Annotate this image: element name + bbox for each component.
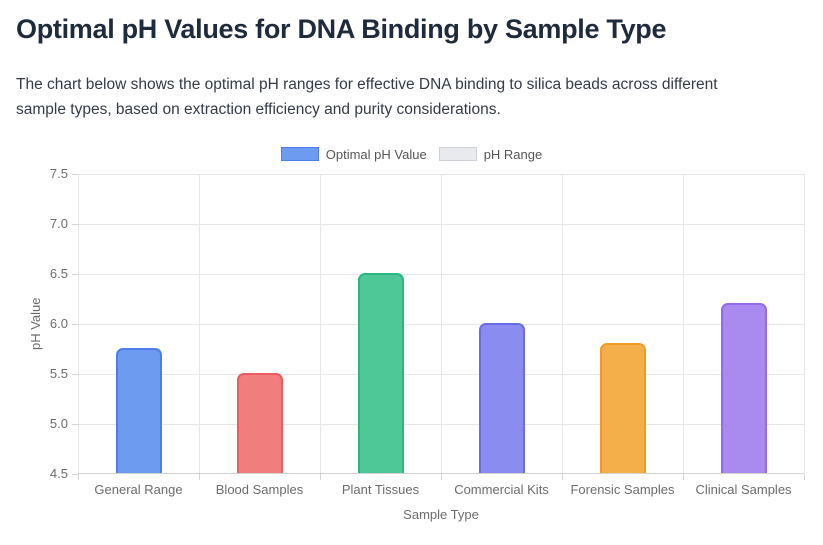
y-tick-label: 4.5 (49, 465, 68, 481)
plot-area (78, 173, 805, 474)
x-axis-title: Sample Type (403, 506, 479, 522)
y-tick-mark (72, 173, 78, 175)
gridline-vertical (199, 173, 200, 473)
gridline-vertical (320, 173, 321, 473)
chart-legend: Optimal pH Value pH Range (16, 147, 807, 162)
y-tick-label: 7.0 (49, 215, 68, 231)
gridline-vertical (804, 173, 805, 473)
y-tick-label: 6.0 (49, 315, 68, 331)
x-tick-mark (441, 473, 442, 480)
page-title: Optimal pH Values for DNA Binding by Sam… (16, 14, 667, 44)
gridline-vertical (562, 173, 563, 473)
x-tick-mark (804, 473, 805, 480)
gridline-vertical (683, 173, 684, 473)
x-tick-mark (562, 473, 563, 480)
legend-item-optimal-ph-value[interactable]: Optimal pH Value (280, 146, 427, 162)
x-tick-mark (320, 473, 321, 480)
x-tick-mark (683, 473, 684, 480)
y-tick-label: 5.5 (49, 365, 68, 381)
x-category-label-commercial-kits: Commercial Kits (454, 481, 549, 497)
legend-swatch-ph-range (438, 147, 477, 162)
x-tick-mark (199, 473, 200, 480)
page-description: The chart below shows the optimal pH ran… (16, 76, 718, 118)
y-tick-label: 6.5 (49, 265, 68, 281)
bar-general-range[interactable] (115, 347, 162, 473)
x-tick-mark (78, 473, 79, 480)
y-tick-mark (72, 423, 78, 425)
y-tick-mark (72, 223, 78, 225)
x-category-label-general-range: General Range (94, 481, 183, 497)
y-tick-mark (72, 473, 78, 475)
bar-forensic-samples[interactable] (599, 342, 646, 473)
x-category-label-forensic-samples: Forensic Samples (570, 481, 675, 497)
legend-label: Optimal pH Value (325, 146, 427, 162)
y-tick-label: 5.0 (49, 415, 68, 431)
gridline-vertical (441, 173, 442, 473)
gridline-vertical (78, 173, 79, 473)
x-category-label-clinical-samples: Clinical Samples (695, 481, 792, 497)
bar-plant-tissues[interactable] (357, 272, 404, 473)
bar-commercial-kits[interactable] (478, 322, 525, 473)
bar-blood-samples[interactable] (236, 372, 283, 473)
y-tick-label: 7.5 (49, 165, 68, 181)
y-tick-mark (72, 273, 78, 275)
x-category-label-plant-tissues: Plant Tissues (341, 481, 420, 497)
legend-swatch-optimal-ph-value (280, 147, 319, 162)
x-category-label-blood-samples: Blood Samples (215, 481, 304, 497)
ph-bar-chart: Optimal pH Value pH Range pH Value 7.5 7.0… (16, 141, 807, 541)
bar-clinical-samples[interactable] (720, 302, 767, 473)
y-tick-mark (72, 323, 78, 325)
legend-label: pH Range (483, 146, 543, 162)
legend-item-ph-range[interactable]: pH Range (438, 146, 543, 162)
y-tick-mark (72, 373, 78, 375)
